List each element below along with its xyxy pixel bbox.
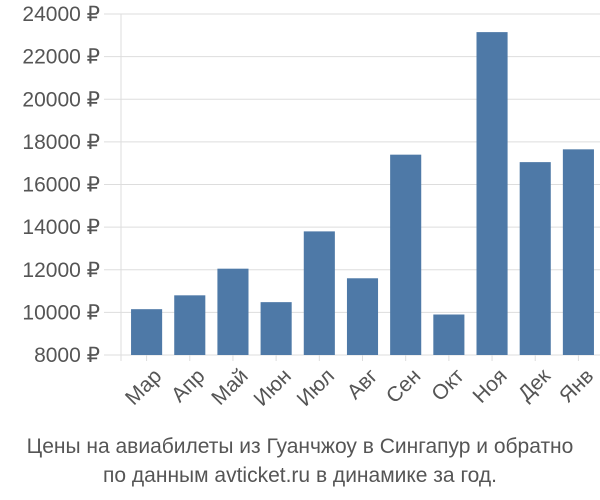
y-tick-label: 24000 ₽	[22, 3, 100, 26]
x-tick-label: Сен	[382, 364, 425, 407]
x-tick-label: Авг	[343, 364, 383, 404]
y-tick-label: 16000 ₽	[22, 174, 100, 197]
x-tick-label: Окт	[427, 364, 469, 406]
x-tick-label: Апр	[167, 364, 209, 406]
bar-3	[217, 268, 249, 355]
y-tick-label: 14000 ₽	[22, 216, 100, 239]
x-tick-label: Июн	[250, 364, 296, 410]
y-tick-label: 22000 ₽	[22, 46, 100, 69]
y-tick-label: 20000 ₽	[22, 88, 100, 111]
x-tick-label: Мар	[121, 364, 166, 409]
x-tick-label: Янв	[555, 364, 598, 407]
bar-10	[519, 162, 551, 355]
bar-4	[260, 302, 292, 355]
x-tick-label: Май	[207, 364, 252, 409]
bar-2	[174, 295, 206, 355]
y-tick-label: 18000 ₽	[22, 131, 100, 154]
x-tick-label: Ноя	[468, 364, 511, 407]
chart-caption-line-1: Цены на авиабилеты из Гуанчжоу в Сингапу…	[26, 435, 574, 458]
bar-1	[131, 309, 163, 355]
chart-caption-line-2: по данным avticket.ru в динамике за год.	[103, 464, 497, 487]
bar-chart: 8000 ₽ 10000 ₽ 12000 ₽ 14000 ₽ 16000 ₽ 18000 …	[22, 3, 600, 411]
bar-7	[390, 154, 422, 355]
x-tick-label: Июл	[293, 364, 339, 410]
y-tick-label: 10000 ₽	[22, 301, 100, 324]
bar-5	[303, 231, 335, 355]
y-tick-label: 12000 ₽	[22, 259, 100, 282]
bar-11	[562, 149, 594, 355]
x-tick-label: Дек	[514, 364, 556, 406]
y-tick-label: 8000 ₽	[34, 344, 100, 367]
bar-8	[433, 314, 465, 355]
bar-6	[346, 278, 379, 355]
bar-9	[476, 32, 508, 355]
